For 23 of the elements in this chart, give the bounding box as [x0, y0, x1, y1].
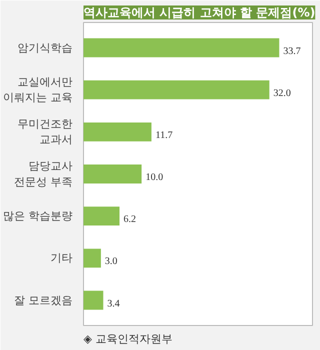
y-tick-label: 담당교사 전문성 부족 [14, 160, 73, 188]
chart-title: 역사교육에서 시급히 고쳐야 할 문제점(%) [84, 6, 316, 20]
y-tick-label: 많은 학습분량 [3, 210, 73, 223]
text: ◈ 교육인적자원부 [84, 332, 172, 346]
data-label: 33.7 [283, 46, 301, 57]
bar [84, 122, 152, 142]
y-tick-label: 암기식학습 [18, 41, 72, 54]
data-label: 32.0 [273, 88, 291, 99]
y-tick-label: 기타 [50, 252, 72, 265]
bar [84, 80, 270, 100]
bar [84, 38, 280, 58]
bar [84, 248, 101, 268]
y-tick-label: 무미건조한 교과서 [18, 118, 72, 146]
bar [84, 206, 120, 226]
data-label: 10.0 [146, 172, 164, 183]
bar [84, 164, 142, 184]
y-tick-label: 교실에서만 이뤄지는 교육 [3, 76, 73, 104]
data-label: 11.7 [155, 130, 173, 141]
y-tick-label: 잘 모르겠음 [14, 294, 73, 307]
data-label: 3.4 [107, 298, 120, 310]
data-label: 3.0 [104, 256, 118, 268]
data-label: 6.2 [124, 214, 136, 226]
bar [84, 290, 104, 310]
